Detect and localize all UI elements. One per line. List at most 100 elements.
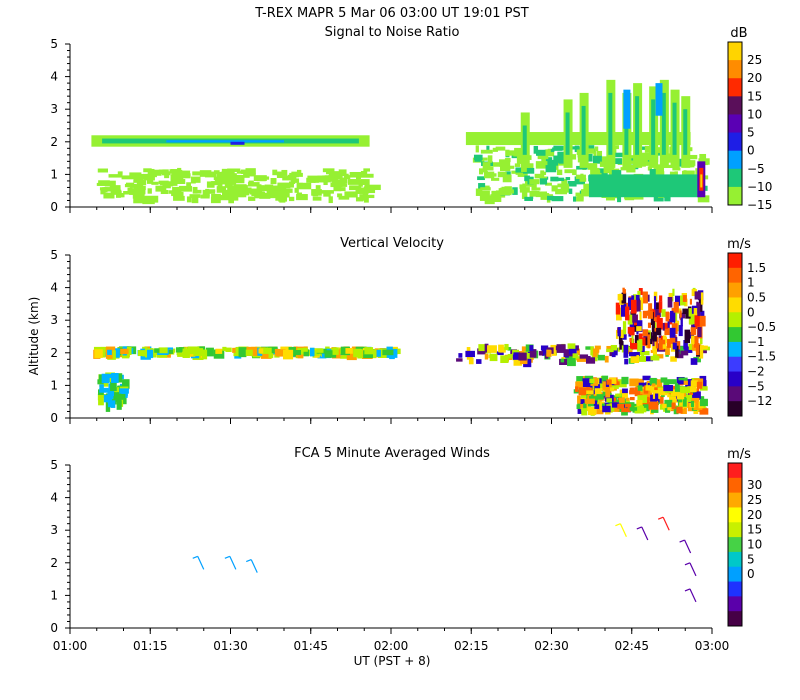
- vv-cell: [507, 347, 512, 351]
- vv-cell: [680, 407, 687, 414]
- vv-cell: [623, 302, 630, 307]
- vv-cell: [260, 347, 272, 354]
- vv-cell: [565, 354, 575, 361]
- colorbar-swatch: [728, 611, 742, 627]
- snr-cell: [583, 183, 594, 190]
- vv-cell: [297, 347, 306, 355]
- snr-cell: [649, 169, 656, 175]
- vv-cell: [667, 296, 673, 308]
- vv-cell: [642, 291, 648, 304]
- snr-cell: [564, 187, 569, 191]
- snr-cell: [277, 182, 291, 189]
- vv-cell: [107, 349, 112, 355]
- vv-cell: [563, 349, 574, 357]
- vv-cell: [674, 312, 678, 324]
- vv-cell: [594, 345, 601, 350]
- snr-cell: [551, 185, 558, 192]
- vv-cell: [629, 396, 635, 401]
- vv-cell: [500, 355, 509, 364]
- vv-cell: [340, 346, 351, 356]
- vv-cell: [621, 376, 629, 385]
- y-tick-label: 0: [50, 411, 58, 425]
- vv-cell: [697, 327, 702, 338]
- vv-cell: [677, 380, 684, 385]
- snr-cell: [190, 176, 201, 183]
- vv-cell: [575, 381, 583, 389]
- snr-cell: [117, 194, 124, 198]
- snr-cell: [551, 196, 564, 202]
- vv-cell: [99, 387, 109, 393]
- vv-cell: [605, 390, 611, 398]
- snr-cell: [288, 196, 295, 202]
- snr-cell: [362, 192, 368, 196]
- vv-cell: [456, 358, 463, 362]
- snr-cell: [593, 148, 597, 157]
- vv-cell: [668, 379, 677, 385]
- vv-cell: [113, 348, 120, 358]
- vv-cell: [636, 378, 644, 384]
- snr-cell: [175, 179, 186, 184]
- snr-cell: [687, 154, 698, 160]
- wind-barb: [684, 588, 697, 603]
- snr-cell: [644, 145, 653, 153]
- panel-title: Signal to Noise Ratio: [325, 25, 460, 40]
- vv-cell: [654, 296, 657, 310]
- snr-cell: [317, 175, 331, 183]
- vv-cell: [688, 308, 693, 317]
- wind-barb: [192, 555, 205, 570]
- snr-cell: [171, 191, 184, 197]
- vv-cell: [636, 382, 647, 387]
- vv-cell: [309, 347, 315, 357]
- colorbar-swatch: [728, 507, 742, 523]
- barb-flag: [657, 516, 664, 520]
- vv-cell: [669, 327, 676, 338]
- colorbar-label: −10: [747, 180, 772, 194]
- vv-cell: [621, 408, 631, 413]
- vv-cell: [637, 395, 648, 404]
- vv-cell: [154, 348, 160, 353]
- colorbar-swatch: [728, 581, 742, 597]
- snr-cell: [519, 187, 530, 193]
- vv-cell: [678, 377, 688, 382]
- snr-cell: [181, 173, 191, 179]
- snr-cell: [568, 188, 573, 194]
- vv-cell: [699, 375, 707, 381]
- vv-cell: [513, 352, 521, 356]
- snr-cell: [540, 193, 550, 200]
- snr-cell: [541, 157, 553, 165]
- snr-cell: [171, 173, 184, 179]
- vv-cell: [682, 295, 687, 302]
- snr-cell: [129, 188, 138, 195]
- vv-cell: [628, 350, 633, 354]
- snr-cell: [500, 166, 511, 172]
- y-tick-label: 5: [50, 37, 58, 51]
- vv-cell: [122, 379, 130, 389]
- snr-cell: [186, 196, 192, 203]
- vv-cell: [676, 406, 683, 414]
- snr-cell: [545, 182, 552, 186]
- snr-cell: [339, 187, 346, 192]
- vv-cell: [615, 330, 619, 339]
- vv-cell: [652, 347, 658, 357]
- snr-cell: [664, 195, 671, 202]
- vv-cell: [620, 329, 624, 338]
- vv-cell: [570, 356, 576, 361]
- vv-cell: [672, 342, 677, 350]
- snr-cell: [599, 161, 609, 167]
- colorbar-frame: [727, 252, 743, 417]
- vv-cell: [583, 403, 587, 409]
- snr-cell: [653, 196, 664, 202]
- snr-cell: [134, 189, 146, 194]
- colorbar-swatch: [728, 341, 742, 358]
- vv-cell: [589, 378, 595, 384]
- snr-cell: [546, 149, 551, 155]
- vv-cell: [567, 358, 576, 367]
- snr-cell: [490, 194, 502, 203]
- vv-cell: [698, 298, 703, 312]
- snr-cell: [611, 170, 622, 176]
- snr-cell: [139, 179, 145, 183]
- vv-cell: [126, 346, 132, 356]
- snr-cell: [475, 188, 483, 196]
- snr-cell: [587, 163, 598, 170]
- snr-cell: [596, 150, 603, 157]
